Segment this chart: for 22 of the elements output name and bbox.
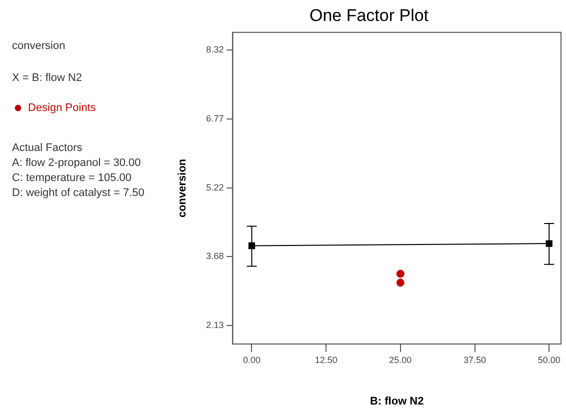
text: X = B: flow N2 [12,72,82,84]
legend-label: Design Points [28,102,96,114]
x-tick-label: 50.00 [538,354,560,365]
y-tick-label: 5.22 [206,182,224,192]
point [396,278,404,287]
text: conversion [12,40,66,52]
y-tick-label: 6.77 [206,114,224,124]
chart-title: One Factor Plot [309,6,429,25]
y-axis-title: conversion [176,158,189,218]
text: Actual Factors [12,142,83,154]
text: D: weight of catalyst = 7.50 [12,187,144,200]
x-axis-title: B: flow N2 [370,395,424,408]
point [396,270,404,278]
x-tick-label: 37.50 [464,354,486,365]
y-tick-label: 2.13 [206,320,224,330]
x-tick-label: 25.00 [389,354,412,365]
text: C: temperature = 105.00 [12,172,132,184]
x-tick-label: 12.50 [314,354,338,365]
y-tick-label: 8.32 [206,44,224,55]
text: A: flow 2-propanol = 30.00 [12,157,141,170]
x-tick-label: 0.00 [242,354,261,365]
y-tick-label: 3.68 [206,250,224,261]
